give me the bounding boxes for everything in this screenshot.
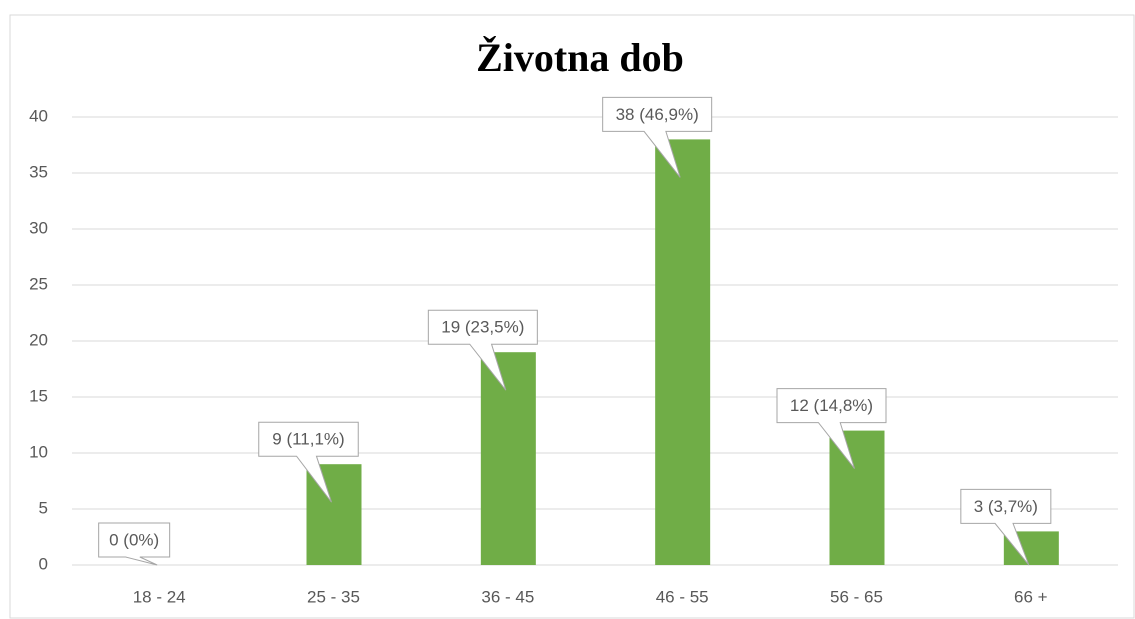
data-label-callout [960, 488, 1052, 566]
data-label-callout [427, 309, 538, 391]
bar [480, 352, 536, 565]
data-label: 3 (3,7%) [974, 497, 1038, 516]
y-tick-label: 10 [29, 442, 48, 461]
data-label: 38 (46,9%) [616, 105, 699, 124]
bar [829, 430, 885, 565]
x-tick-label: 36 - 45 [481, 587, 534, 606]
data-label-callout [602, 96, 713, 178]
y-tick-label: 5 [39, 498, 48, 517]
y-tick-label: 0 [39, 554, 48, 573]
y-tick-label: 40 [29, 106, 48, 125]
data-label: 12 (14,8%) [790, 396, 873, 415]
x-tick-label: 18 - 24 [133, 587, 186, 606]
y-tick-label: 35 [29, 162, 48, 181]
x-tick-label: 46 - 55 [656, 587, 709, 606]
x-tick-label: 66 + [1014, 587, 1048, 606]
data-label: 19 (23,5%) [441, 318, 524, 337]
y-tick-label: 25 [29, 274, 48, 293]
chart-title: Životna dob [476, 35, 684, 80]
y-tick-label: 15 [29, 386, 48, 405]
y-tick-label: 20 [29, 330, 48, 349]
data-label-callout [776, 388, 887, 469]
data-label: 0 (0%) [109, 530, 159, 549]
y-tick-label: 30 [29, 218, 48, 237]
data-label-callout [98, 522, 171, 566]
x-tick-label: 25 - 35 [307, 587, 360, 606]
data-label: 9 (11,1%) [272, 430, 344, 449]
data-label-callout [258, 421, 359, 503]
chart-border [9, 14, 1135, 619]
bar [655, 139, 711, 565]
x-tick-label: 56 - 65 [830, 587, 883, 606]
